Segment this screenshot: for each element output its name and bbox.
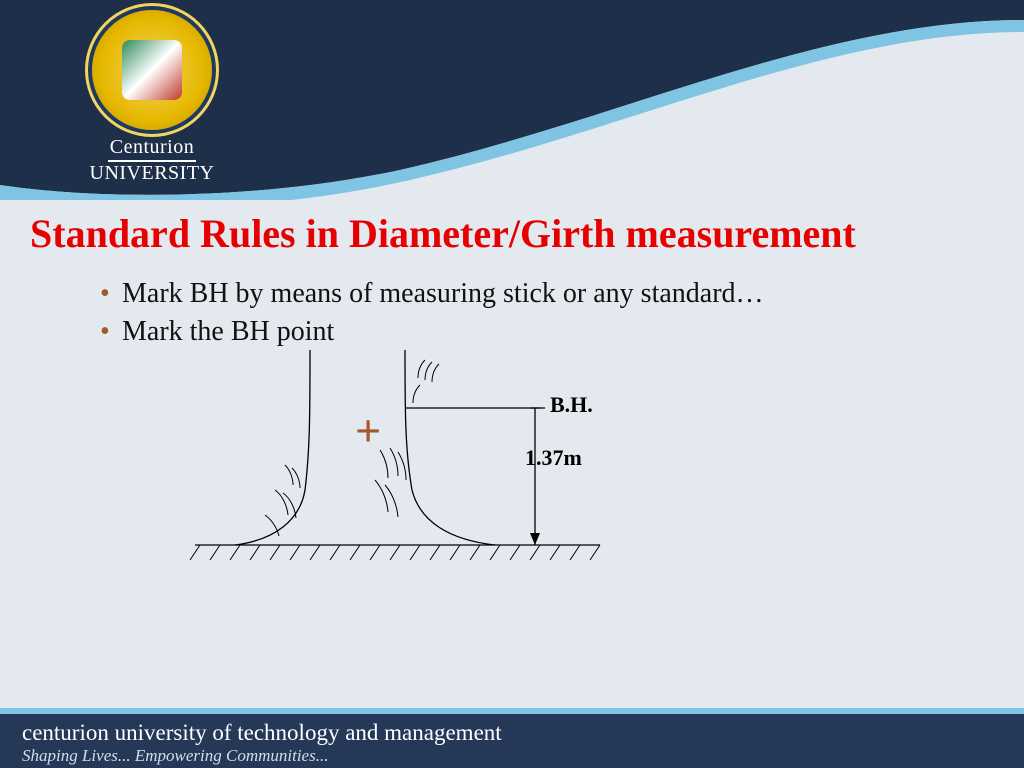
footer-university-name: centurion university of technology and m… (22, 720, 1002, 746)
tree-bh-diagram: + B.H. 1.37m (180, 350, 640, 600)
bh-label: B.H. (550, 392, 593, 418)
slide-title: Standard Rules in Diameter/Girth measure… (30, 210, 994, 257)
height-label: 1.37m (525, 445, 582, 471)
footer-bar: centurion university of technology and m… (0, 708, 1024, 768)
university-logo: Centurion UNIVERSITY (82, 10, 222, 185)
bullet-item: Mark BH by means of measuring stick or a… (100, 275, 764, 313)
footer-tagline: Shaping Lives... Empowering Communities.… (22, 746, 1002, 766)
logo-seal-icon (92, 10, 212, 130)
bullet-item: Mark the BH point (100, 313, 764, 351)
diagram-svg (180, 350, 640, 600)
bullet-list: Mark BH by means of measuring stick or a… (100, 275, 764, 351)
bh-plus-mark: + (355, 408, 381, 454)
logo-text-top: Centurion (108, 136, 197, 162)
logo-text-bottom: UNIVERSITY (82, 162, 222, 185)
